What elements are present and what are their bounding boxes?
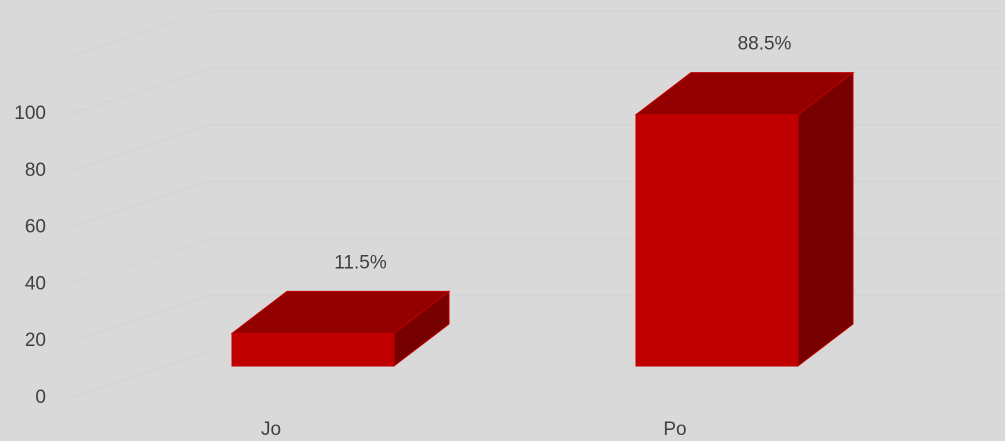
data-label: 11.5% [334, 252, 387, 273]
y-tick-label: 0 [35, 387, 46, 408]
data-label: 88.5% [738, 34, 792, 55]
y-tick-label: 100 [14, 103, 46, 124]
x-tick-label: Po [663, 419, 686, 440]
bar [230, 290, 451, 368]
y-tick-label: 80 [25, 160, 46, 181]
y-tick-label: 20 [25, 330, 46, 351]
y-tick-label: 40 [25, 273, 46, 294]
grid-line [69, 10, 1005, 58]
grid-line [69, 67, 1005, 115]
bar-front [231, 332, 395, 367]
bar-side [797, 71, 854, 368]
bar [634, 71, 855, 368]
x-tick-label: Jo [261, 419, 281, 440]
bar-front [635, 114, 799, 367]
y-tick-label: 60 [25, 217, 46, 238]
